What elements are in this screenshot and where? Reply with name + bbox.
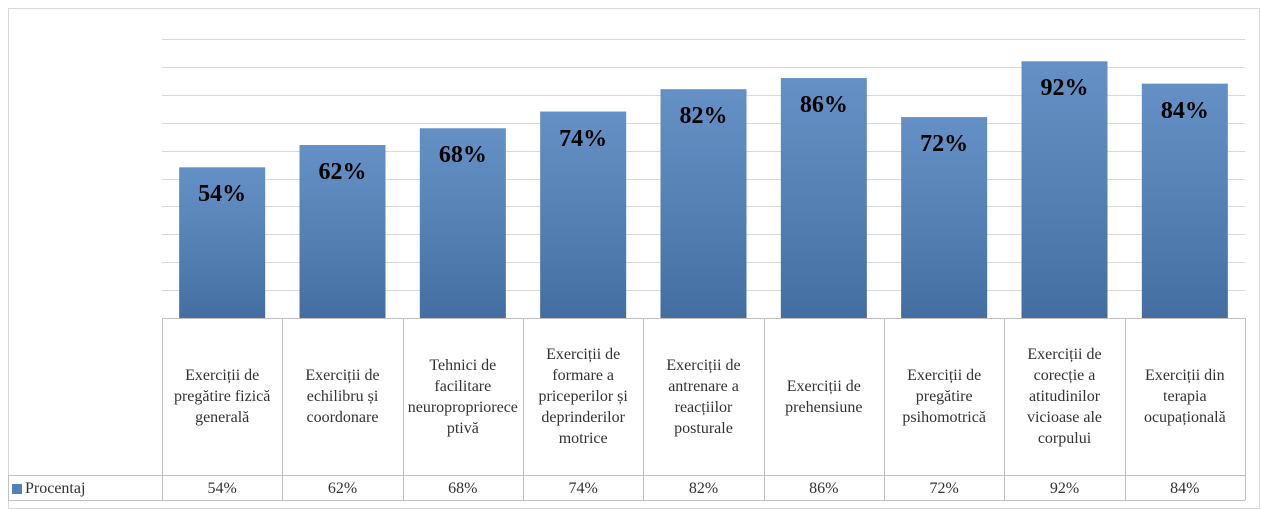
data-label: 72%: [920, 131, 969, 158]
data-label: 82%: [679, 103, 728, 130]
category-label: Exerciții de pregătire psihomotrică: [902, 367, 986, 426]
category-label: Exerciții de antrenare a reacțiilor post…: [666, 356, 741, 437]
table-value: 68%: [448, 480, 478, 497]
data-label: 86%: [799, 92, 848, 119]
table-value: 62%: [327, 480, 358, 497]
bar-shade: [901, 117, 988, 319]
category-label: Exerciții din terapia ocupațională: [1143, 367, 1226, 426]
bar-shade: [660, 89, 747, 318]
category-label: Exerciții de prehensiune: [785, 377, 863, 416]
bar-shade: [1141, 83, 1228, 318]
legend-swatch: [12, 483, 22, 494]
data-label: 92%: [1040, 75, 1089, 102]
category-label: Exerciții de corecție a atitudinilor vic…: [1026, 346, 1103, 447]
table-value: 84%: [1170, 480, 1200, 497]
data-label: 54%: [198, 181, 247, 208]
table-value: 86%: [809, 480, 839, 497]
bar-shade: [299, 145, 386, 318]
bar-shade: [780, 78, 867, 318]
table-value: 92%: [1049, 480, 1080, 497]
data-label: 74%: [559, 125, 608, 152]
data-label: 62%: [318, 159, 367, 186]
bar-shade: [540, 111, 627, 318]
category-label: Exerciții de echilibru și coordonare: [305, 367, 380, 426]
data-label: 68%: [438, 142, 487, 169]
legend-label: Procentaj: [25, 480, 86, 497]
chart-border: [8, 8, 1260, 509]
bar-shade: [179, 167, 266, 318]
category-label: Tehnici de facilitare neuropropriorecept…: [407, 356, 518, 437]
table-value: 82%: [688, 480, 719, 497]
bar-shade: [419, 128, 506, 318]
legend: Procentaj: [12, 476, 85, 501]
table-value: 74%: [568, 480, 598, 497]
category-label: Exerciții de formare a priceperilor și d…: [538, 346, 628, 447]
table-value: 72%: [929, 480, 959, 497]
data-label: 84%: [1160, 97, 1209, 124]
table-value: 54%: [207, 480, 237, 497]
bar-shade: [1021, 61, 1108, 318]
category-label: Exerciții de pregătire fizică generală: [173, 367, 271, 426]
